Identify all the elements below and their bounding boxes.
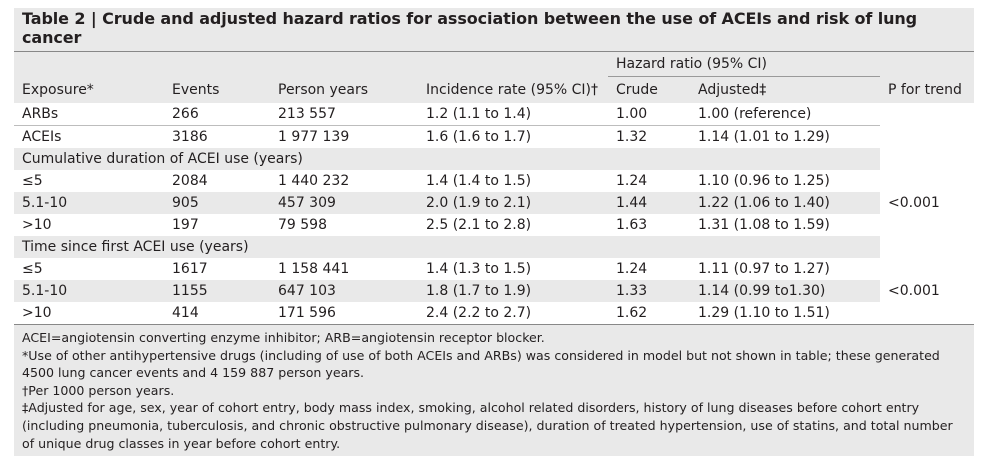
section-p-spacer — [880, 236, 975, 258]
cell-crude: 1.33 — [616, 283, 648, 299]
cell-person-years: 1 158 441 — [278, 261, 350, 277]
col-header-p-trend: P for trend — [888, 81, 962, 98]
cell-person-years: 1 440 232 — [278, 173, 350, 189]
table-row: ACEIs 3186 1 977 139 1.6 (1.6 to 1.7) 1.… — [14, 125, 975, 149]
cell-exposure: 5.1-10 — [22, 195, 68, 211]
cell-adjusted: 1.10 (0.96 to 1.25) — [698, 173, 830, 189]
cell-person-years: 79 598 — [278, 217, 327, 233]
cell-incidence: 2.4 (2.2 to 2.7) — [426, 305, 532, 321]
cell-p-trend: <0.001 — [880, 170, 975, 236]
cell-p-trend: <0.001 — [880, 258, 975, 324]
cell-adjusted: 1.11 (0.97 to 1.27) — [698, 261, 830, 277]
col-header-adjusted: Adjusted‡ — [698, 82, 767, 98]
section-heading-cumulative: Cumulative duration of ACEI use (years) — [22, 151, 303, 167]
footnote-adjusted: ‡Adjusted for age, sex, year of cohort e… — [22, 400, 953, 451]
cell-person-years: 1 977 139 — [278, 129, 350, 145]
cell-person-years: 647 103 — [278, 283, 336, 299]
cell-crude: 1.00 — [616, 106, 648, 122]
cell-events: 414 — [172, 305, 199, 321]
cell-incidence: 1.4 (1.4 to 1.5) — [426, 173, 532, 189]
table-title: Table 2 | Crude and adjusted hazard rati… — [14, 8, 974, 52]
table-row: 5.1-10 905 457 309 2.0 (1.9 to 2.1) 1.44… — [14, 192, 975, 214]
cell-events: 2084 — [172, 173, 208, 189]
cell-exposure: >10 — [22, 217, 52, 233]
section-heading-row: Cumulative duration of ACEI use (years) — [14, 148, 975, 170]
cell-crude: 1.62 — [616, 305, 648, 321]
cell-exposure: ACEIs — [22, 129, 62, 145]
cell-adjusted: 1.00 (reference) — [698, 106, 812, 122]
cell-events: 3186 — [172, 129, 208, 145]
cell-adjusted: 1.14 (1.01 to 1.29) — [698, 129, 830, 145]
table-row: 5.1-10 1155 647 103 1.8 (1.7 to 1.9) 1.3… — [14, 280, 975, 302]
col-header-crude: Crude — [616, 82, 658, 98]
cell-crude: 1.24 — [616, 261, 648, 277]
section-heading-row: Time since first ACEI use (years) — [14, 236, 975, 258]
section-heading-time-since: Time since first ACEI use (years) — [22, 239, 249, 255]
cell-events: 905 — [172, 195, 199, 211]
table-row: ≤5 1617 1 158 441 1.4 (1.3 to 1.5) 1.24 … — [14, 258, 975, 324]
table-row: ARBs 266 213 557 1.2 (1.1 to 1.4) 1.00 1… — [14, 103, 975, 148]
cell-incidence: 2.0 (1.9 to 2.1) — [426, 195, 532, 211]
cell-exposure: >10 — [22, 305, 52, 321]
cell-adjusted: 1.14 (0.99 to1.30) — [698, 283, 826, 299]
table-row: ≤5 2084 1 440 232 1.4 (1.4 to 1.5) 1.24 … — [14, 170, 975, 236]
cell-crude: 1.63 — [616, 217, 648, 233]
cell-adjusted: 1.31 (1.08 to 1.59) — [698, 217, 830, 233]
cell-adjusted: 1.22 (1.06 to 1.40) — [698, 195, 830, 211]
cell-incidence: 1.8 (1.7 to 1.9) — [426, 283, 532, 299]
table-row: >10 414 171 596 2.4 (2.2 to 2.7) 1.62 1.… — [14, 302, 974, 324]
cell-incidence: 1.6 (1.6 to 1.7) — [426, 129, 532, 145]
cell-events: 1617 — [172, 261, 208, 277]
col-header-incidence: Incidence rate (95% CI)† — [426, 81, 599, 98]
cell-incidence: 1.2 (1.1 to 1.4) — [426, 106, 532, 122]
table-figure: Table 2 | Crude and adjusted hazard rati… — [14, 8, 975, 457]
col-header-events: Events — [172, 81, 220, 98]
footnote-incidence: †Per 1000 person years. — [22, 382, 175, 398]
table-row: >10 197 79 598 2.5 (2.1 to 2.8) 1.63 1.3… — [14, 214, 974, 236]
header-row: Exposure* Events Person years Incidence … — [14, 76, 975, 103]
col-header-person-years: Person years — [278, 81, 369, 98]
hazard-ratio-group-header: Hazard ratio (95% CI) — [608, 52, 881, 77]
cell-crude: 1.44 — [616, 195, 648, 211]
cell-crude: 1.24 — [616, 173, 648, 189]
footnote-exposure: *Use of other antihypertensive drugs (in… — [22, 347, 940, 381]
cell-person-years: 213 557 — [278, 106, 336, 122]
cell-person-years: 457 309 — [278, 195, 336, 211]
cell-exposure: ≤5 — [22, 173, 43, 189]
cell-p-trend-empty — [880, 103, 975, 148]
cell-crude: 1.32 — [616, 129, 648, 145]
col-header-exposure: Exposure* — [22, 81, 94, 98]
table-footnotes: ACEI=angiotensin converting enzyme inhib… — [14, 324, 974, 457]
cell-exposure: ARBs — [22, 106, 59, 122]
cell-adjusted: 1.29 (1.10 to 1.51) — [698, 305, 830, 321]
cell-exposure: ≤5 — [22, 261, 43, 277]
cell-events: 197 — [172, 217, 199, 233]
cell-incidence: 2.5 (2.1 to 2.8) — [426, 217, 532, 233]
cell-events: 266 — [172, 106, 199, 122]
cell-events: 1155 — [172, 283, 208, 299]
hazard-ratio-table: Hazard ratio (95% CI) Exposure* Events P… — [14, 52, 975, 324]
section-p-spacer — [880, 148, 975, 170]
cell-exposure: 5.1-10 — [22, 283, 68, 299]
footnote-abbreviations: ACEI=angiotensin converting enzyme inhib… — [22, 330, 545, 345]
cell-incidence: 1.4 (1.3 to 1.5) — [426, 261, 532, 277]
header-row-group: Hazard ratio (95% CI) — [14, 52, 975, 77]
cell-person-years: 171 596 — [278, 305, 336, 321]
